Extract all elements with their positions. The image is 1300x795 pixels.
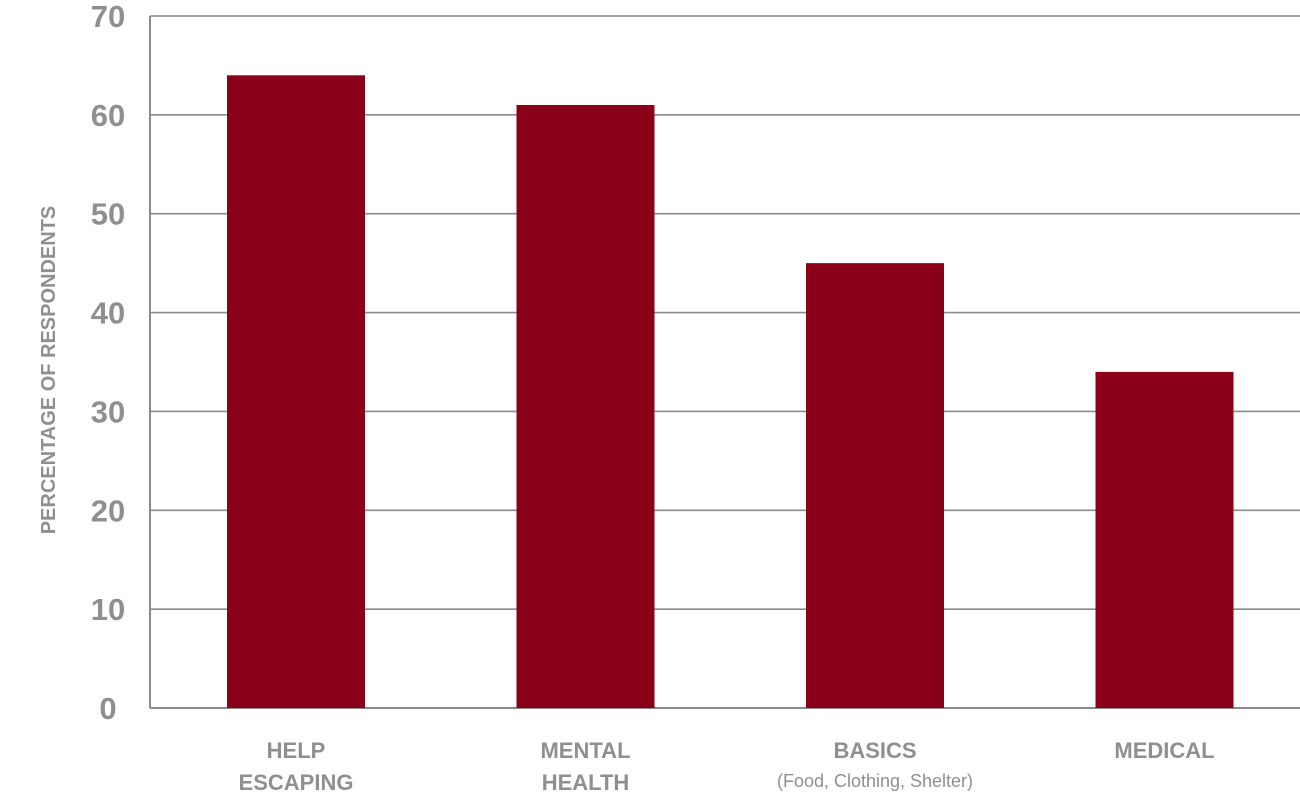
x-category-label: ESCAPING	[239, 770, 354, 795]
y-tick-label: 60	[91, 98, 125, 133]
bar	[516, 104, 655, 708]
x-category-sublabel: (Food, Clothing, Shelter)	[777, 771, 973, 791]
bar	[1095, 371, 1234, 708]
y-tick-label: 70	[91, 0, 125, 34]
y-axis-label: PERCENTAGE OF RESPONDENTS	[38, 206, 60, 535]
x-category-label: MENTAL	[540, 738, 630, 763]
bar	[806, 263, 944, 708]
y-tick-label: 0	[99, 691, 116, 726]
x-category-label: HEALTH	[542, 770, 630, 795]
x-category-label: MEDICAL	[1114, 738, 1214, 763]
x-category-labels: HELP ESCAPING MENTAL HEALTH BASICS (Food, Clo…	[239, 738, 1215, 795]
x-category-label: BASICS	[833, 738, 916, 763]
y-tick-label: 50	[91, 197, 125, 232]
y-tick-label: 40	[91, 296, 125, 331]
bars	[227, 75, 1234, 709]
y-tick-label: 30	[91, 394, 125, 429]
y-tick-label: 10	[91, 592, 125, 627]
bar	[227, 75, 365, 709]
y-tick-label: 20	[91, 493, 125, 528]
y-tick-labels: 0 10 20 30 40 50 60 70	[91, 0, 125, 726]
x-category-label: HELP	[267, 738, 326, 763]
